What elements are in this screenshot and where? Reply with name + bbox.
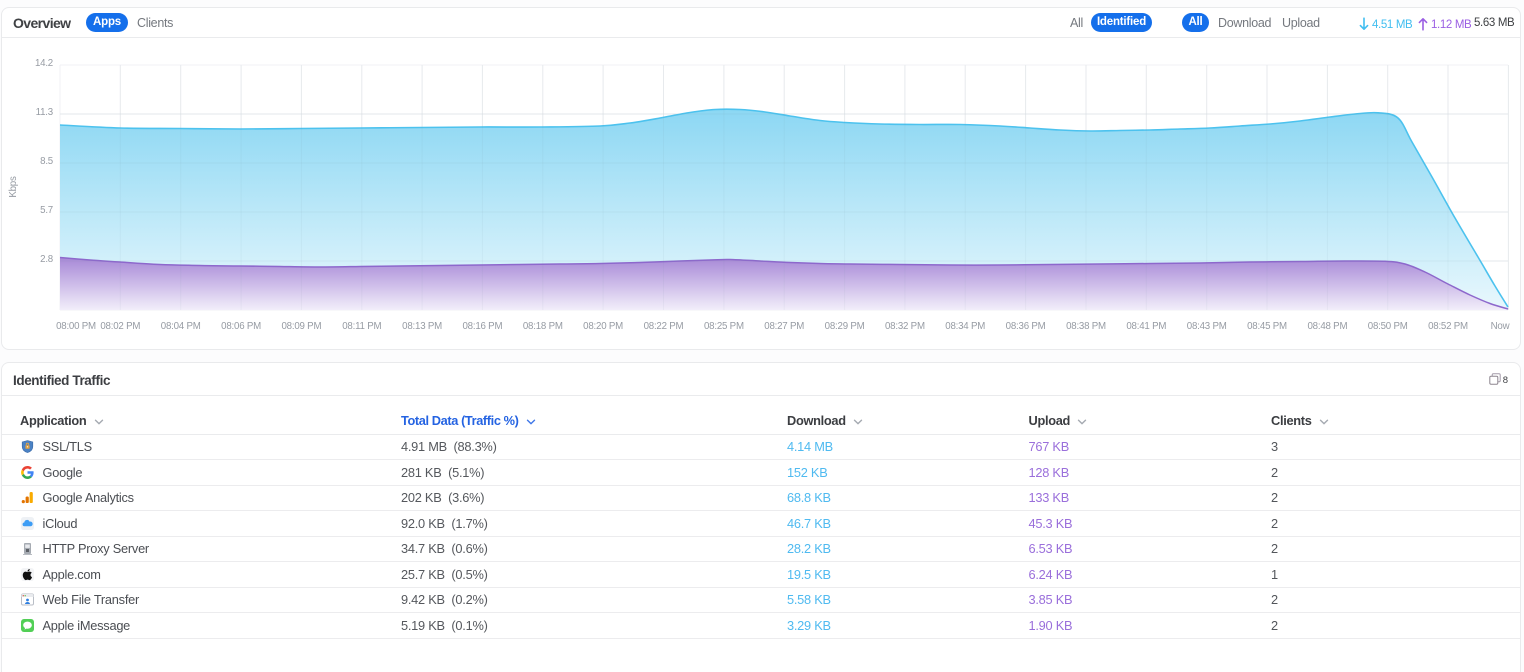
svg-text:08:04 PM: 08:04 PM <box>161 321 201 332</box>
svg-text:08:20 PM: 08:20 PM <box>583 321 623 332</box>
svg-text:08:16 PM: 08:16 PM <box>462 321 502 332</box>
svg-text:08:27 PM: 08:27 PM <box>764 321 804 332</box>
svg-text:08:38 PM: 08:38 PM <box>1066 321 1106 332</box>
svg-text:Kbps: Kbps <box>8 176 19 198</box>
svg-text:11.3: 11.3 <box>36 107 53 118</box>
svg-text:08:45 PM: 08:45 PM <box>1247 321 1287 332</box>
svg-text:08:13 PM: 08:13 PM <box>402 321 442 332</box>
svg-text:08:50 PM: 08:50 PM <box>1368 321 1408 332</box>
svg-text:14.2: 14.2 <box>35 58 53 69</box>
svg-text:08:52 PM: 08:52 PM <box>1428 321 1468 332</box>
svg-text:5.7: 5.7 <box>40 205 53 216</box>
svg-text:08:00 PM: 08:00 PM <box>56 321 96 332</box>
svg-text:08:25 PM: 08:25 PM <box>704 321 744 332</box>
svg-text:8.5: 8.5 <box>40 156 53 167</box>
svg-text:08:36 PM: 08:36 PM <box>1006 321 1046 332</box>
svg-text:08:32 PM: 08:32 PM <box>885 321 925 332</box>
svg-text:08:41 PM: 08:41 PM <box>1126 321 1166 332</box>
svg-text:Now: Now <box>1491 321 1511 332</box>
svg-text:08:09 PM: 08:09 PM <box>281 321 321 332</box>
svg-text:08:22 PM: 08:22 PM <box>644 321 684 332</box>
svg-text:08:11 PM: 08:11 PM <box>342 321 381 332</box>
svg-text:08:43 PM: 08:43 PM <box>1187 321 1227 332</box>
svg-text:08:48 PM: 08:48 PM <box>1307 321 1347 332</box>
svg-text:08:06 PM: 08:06 PM <box>221 321 261 332</box>
svg-text:08:29 PM: 08:29 PM <box>825 321 865 332</box>
svg-text:2.8: 2.8 <box>40 254 53 265</box>
svg-text:08:34 PM: 08:34 PM <box>945 321 985 332</box>
svg-text:08:02 PM: 08:02 PM <box>100 321 140 332</box>
svg-text:08:18 PM: 08:18 PM <box>523 321 563 332</box>
